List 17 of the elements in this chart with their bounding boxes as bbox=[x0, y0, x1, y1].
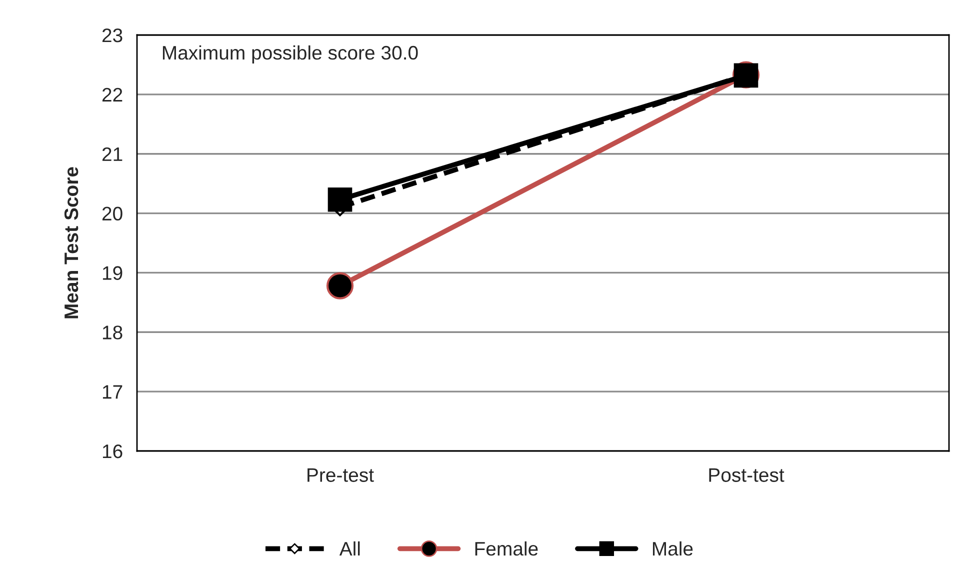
legend-label: All bbox=[339, 541, 360, 556]
y-tick-label: 23 bbox=[102, 28, 122, 42]
legend-label: Female bbox=[475, 541, 538, 556]
legend-label: Male bbox=[652, 541, 693, 556]
y-axis-title: Mean Test Score bbox=[64, 167, 78, 318]
annotation: Maximum possible score 30.0 bbox=[162, 45, 418, 64]
x-tick-label: Post-test bbox=[709, 468, 784, 482]
y-tick-label: 16 bbox=[102, 444, 122, 458]
y-tick-label: 21 bbox=[102, 147, 122, 161]
y-tick-label: 17 bbox=[102, 385, 122, 399]
y-tick-label: 18 bbox=[102, 326, 122, 340]
y-tick-label: 20 bbox=[102, 206, 122, 221]
y-tick-label: 19 bbox=[102, 266, 122, 280]
point bbox=[326, 272, 354, 300]
y-tick-label: 22 bbox=[102, 88, 122, 102]
x-tick-label: Pre-test bbox=[308, 468, 374, 482]
point bbox=[328, 187, 352, 212]
